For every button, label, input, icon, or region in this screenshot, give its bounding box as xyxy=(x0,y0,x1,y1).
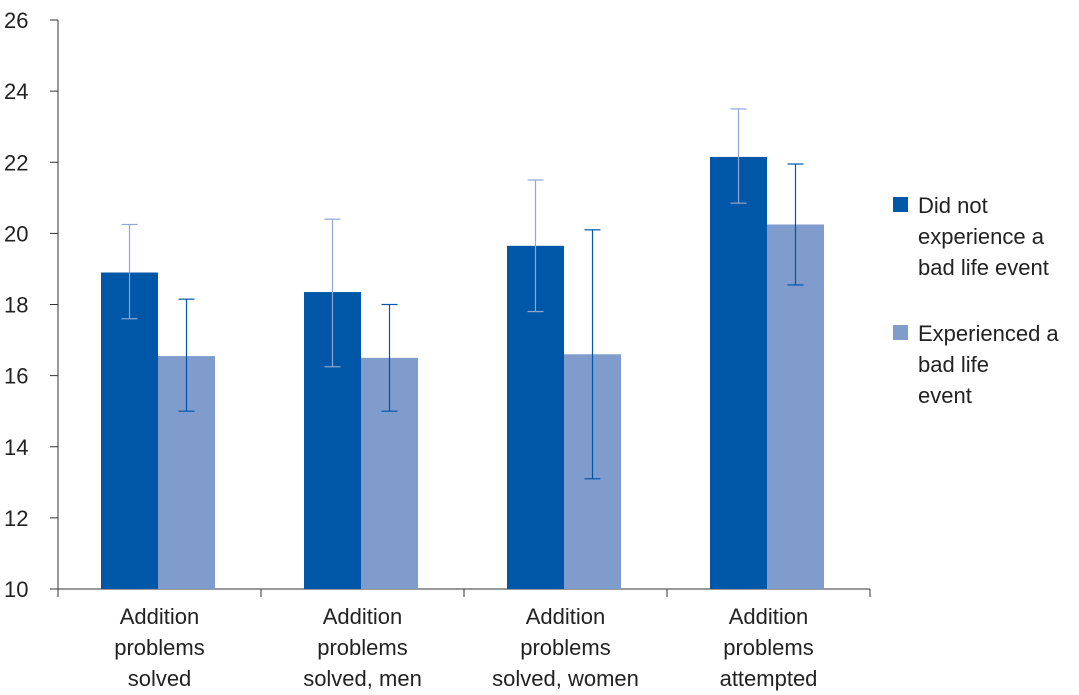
legend-label: Experienced a bad life event xyxy=(918,321,1059,408)
y-tick-label: 16 xyxy=(4,364,28,389)
y-tick-label: 20 xyxy=(4,221,28,246)
legend-label-line: event xyxy=(918,383,972,408)
x-category-label-line: Addition xyxy=(729,604,809,629)
x-category-label-line: problems xyxy=(723,635,813,660)
x-category-label-line: Addition xyxy=(526,604,606,629)
legend-label-line: experience a xyxy=(918,224,1045,249)
legend-label-line: bad life xyxy=(918,352,989,377)
error-bars xyxy=(121,108,804,480)
bars xyxy=(101,156,824,589)
legend-swatch xyxy=(893,197,908,212)
x-category-label: Addition problems solved, women xyxy=(492,604,639,691)
x-category-label-line: attempted xyxy=(720,666,818,691)
y-tick-label: 18 xyxy=(4,293,28,318)
legend-label-line: bad life event xyxy=(918,255,1049,280)
x-category-label-line: problems xyxy=(317,635,407,660)
x-category-label-line: solved, men xyxy=(303,666,422,691)
x-category-label: Addition problems solved, men xyxy=(303,604,422,691)
y-tick-label: 26 xyxy=(4,8,28,33)
bar xyxy=(101,272,158,589)
y-tick-label: 24 xyxy=(4,79,28,104)
legend-label-line: Experienced a xyxy=(918,321,1059,346)
x-category-label: Addition problems solved xyxy=(114,604,204,691)
legend-label-line: Did not xyxy=(918,193,988,218)
x-category-label-line: problems xyxy=(114,635,204,660)
y-tick-label: 14 xyxy=(4,435,28,460)
x-category-label: Addition problems attempted xyxy=(720,604,818,691)
y-tick-label: 12 xyxy=(4,506,28,531)
x-category-label-line: Addition xyxy=(120,604,200,629)
legend: Did not experience a bad life eventExperie… xyxy=(893,193,1059,408)
y-tick-label: 10 xyxy=(4,577,28,602)
x-category-label-line: solved, women xyxy=(492,666,639,691)
x-category-label-line: Addition xyxy=(323,604,403,629)
bar xyxy=(710,156,767,589)
x-category-label-line: problems xyxy=(520,635,610,660)
category-labels: Addition problems solved Addition problems so… xyxy=(114,604,817,691)
y-tick-label: 22 xyxy=(4,150,28,175)
legend-label: Did not experience a bad life event xyxy=(918,193,1049,280)
x-category-label-line: solved xyxy=(128,666,192,691)
legend-swatch xyxy=(893,325,908,340)
